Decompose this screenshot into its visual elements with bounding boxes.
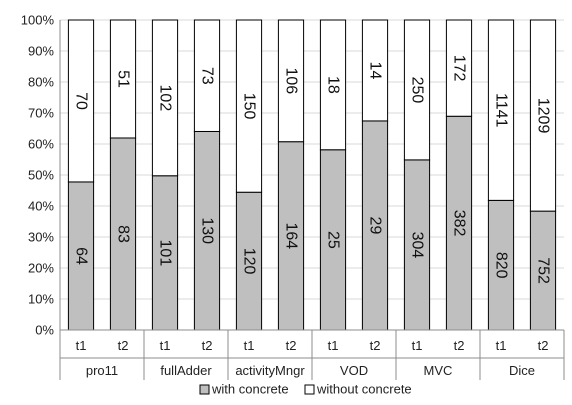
grid-lines	[60, 19, 564, 331]
data-label-with-concrete: 101	[157, 240, 174, 267]
group-label: VOD	[340, 363, 368, 378]
bar-with-concrete	[109, 137, 137, 331]
legend-label: with concrete	[211, 382, 289, 397]
y-tick-label: 10%	[28, 292, 54, 307]
x-tick-label: t1	[76, 338, 87, 353]
data-label-without-concrete: 70	[73, 92, 90, 110]
data-label-with-concrete: 64	[73, 247, 90, 265]
bar-without-concrete	[487, 19, 515, 201]
bar-without-concrete	[193, 19, 221, 132]
bar-without-concrete	[529, 19, 557, 212]
group-label: fullAdder	[160, 363, 212, 378]
data-label-without-concrete: 250	[409, 77, 426, 104]
bar-without-concrete	[235, 19, 263, 193]
legend-swatch	[304, 384, 315, 395]
legend: with concrete without concrete	[199, 382, 412, 397]
bar-with-concrete	[319, 149, 347, 331]
x-tick-label: t1	[244, 338, 255, 353]
x-tick-label: t2	[118, 338, 129, 353]
bar-with-concrete	[193, 130, 221, 331]
x-tick-label: t2	[202, 338, 213, 353]
data-label-with-concrete: 164	[283, 223, 300, 250]
x-tick-label: t2	[538, 338, 549, 353]
group-label: activityMngr	[235, 363, 305, 378]
bar-with-concrete	[67, 181, 95, 331]
bar-without-concrete	[445, 19, 473, 117]
bar-without-concrete	[361, 19, 389, 122]
legend-swatch	[199, 384, 210, 395]
y-tick-label: 90%	[28, 44, 54, 59]
bar-without-concrete	[277, 19, 305, 143]
data-label-without-concrete: 1209	[535, 98, 552, 134]
y-tick-label: 50%	[28, 168, 54, 183]
x-tick-label: t1	[160, 338, 171, 353]
data-label-with-concrete: 304	[409, 232, 426, 259]
x-tick-label: t1	[412, 338, 423, 353]
y-tick-label: 60%	[28, 137, 54, 152]
bar-without-concrete	[403, 19, 431, 161]
axes: 0% 10% 20% 30% 40% 50% 60% 70% 80% 90% 100% t1 t2 t1 t…	[21, 13, 565, 380]
data-label-without-concrete: 106	[283, 68, 300, 95]
y-tick-label: 100%	[21, 13, 55, 28]
legend-label: without concrete	[316, 382, 412, 397]
x-tick-label: t2	[286, 338, 297, 353]
data-label-without-concrete: 172	[451, 55, 468, 82]
y-tick-label: 80%	[28, 75, 54, 90]
data-label-without-concrete: 73	[199, 67, 216, 85]
y-tick-label: 40%	[28, 199, 54, 214]
data-label-without-concrete: 51	[115, 70, 132, 88]
bar-with-concrete	[487, 199, 515, 331]
bar-with-concrete	[361, 120, 389, 331]
y-tick-label: 30%	[28, 230, 54, 245]
group-label: Dice	[509, 363, 535, 378]
bar-with-concrete	[235, 191, 263, 331]
bar-without-concrete	[151, 19, 179, 177]
bar-without-concrete	[319, 19, 347, 151]
x-tick-label: t1	[328, 338, 339, 353]
data-label-with-concrete: 130	[199, 217, 216, 244]
bar-without-concrete	[109, 19, 137, 139]
y-tick-label: 20%	[28, 261, 54, 276]
data-label-with-concrete: 382	[451, 210, 468, 237]
data-label-without-concrete: 102	[157, 85, 174, 112]
data-label-without-concrete: 150	[241, 93, 258, 120]
data-label-without-concrete: 18	[325, 76, 342, 94]
x-tick-label: t2	[370, 338, 381, 353]
data-label-without-concrete: 1141	[493, 93, 510, 128]
y-tick-label: 0%	[35, 323, 54, 338]
group-label: MVC	[424, 363, 453, 378]
data-label-with-concrete: 752	[535, 257, 552, 284]
data-label-with-concrete: 29	[367, 217, 384, 235]
data-label-with-concrete: 820	[493, 252, 510, 279]
bars: 64 70 83 51 101 102 130 73 120 150 164 106 25 18 29 14 3…	[67, 19, 557, 331]
data-label-with-concrete: 120	[241, 248, 258, 275]
data-label-with-concrete: 25	[325, 231, 342, 249]
bar-with-concrete	[277, 141, 305, 331]
data-label-without-concrete: 14	[367, 62, 384, 80]
group-label: pro11	[86, 363, 118, 378]
data-label-with-concrete: 83	[115, 225, 132, 243]
x-tick-label: t1	[496, 338, 507, 353]
x-tick-label: t2	[454, 338, 465, 353]
y-tick-label: 70%	[28, 106, 54, 121]
bar-without-concrete	[67, 19, 95, 183]
